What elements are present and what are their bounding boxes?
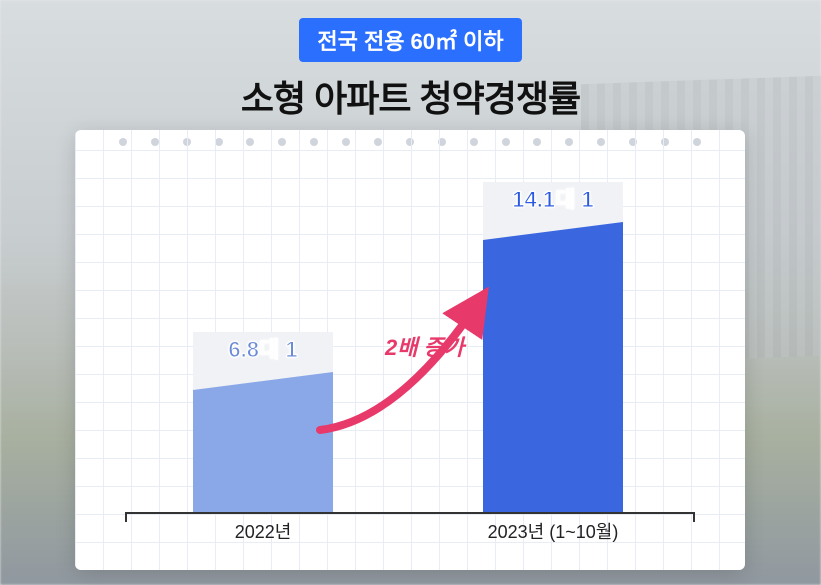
x-axis [125,512,695,514]
bar-fill-2023 [483,222,623,512]
bar-value-label-2023: 14.1대 1 [483,182,623,214]
header-title: 소형 아파트 청약경쟁률 [0,70,821,122]
trend-arrow-label: 2배 증가 [385,330,464,362]
bar-value-label-2022: 6.8대 1 [193,332,333,364]
x-label-2022: 2022년 [163,518,363,544]
header-pill: 전국 전용 60㎡ 이하 [299,18,521,62]
chart-card: 6.8대 1 2022년 14.1대 1 2023년 (1~10월) [75,130,745,570]
chart-area: 6.8대 1 2022년 14.1대 1 2023년 (1~10월) [125,160,695,550]
x-label-2023: 2023년 (1~10월) [453,518,653,544]
bar-fill-2022 [193,372,333,512]
header: 전국 전용 60㎡ 이하 소형 아파트 청약경쟁률 [0,0,821,122]
